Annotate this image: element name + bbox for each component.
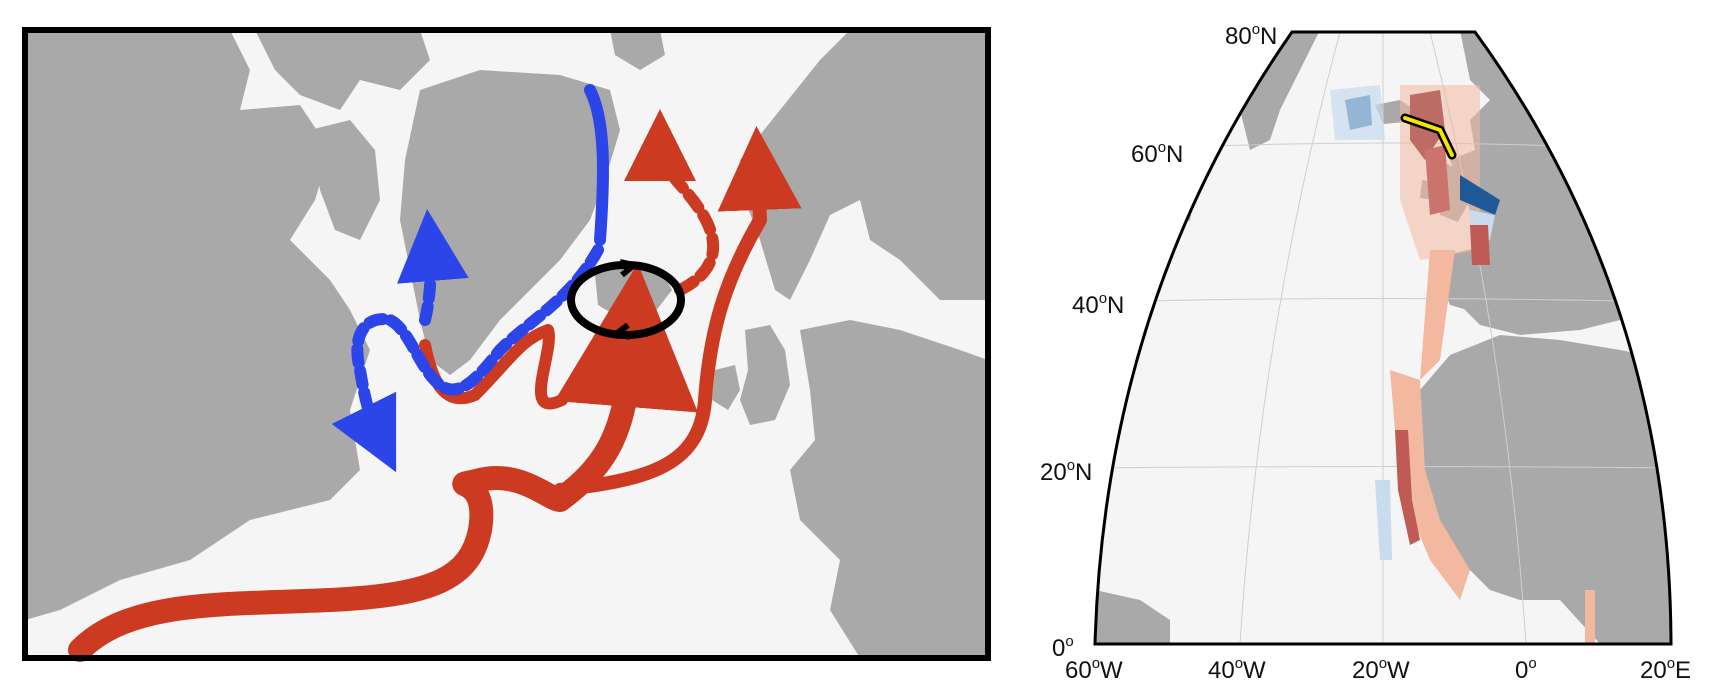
- pos-strip-gulf: [1585, 590, 1595, 644]
- baffin-island: [310, 120, 380, 240]
- lon-label-0: 60oW: [1065, 655, 1123, 684]
- section-line: [1400, 113, 1457, 160]
- pos-strip-africa-strong: [1395, 430, 1420, 545]
- arctic-islands: [255, 30, 430, 110]
- lat-label-4: 0o: [1052, 633, 1074, 662]
- pos-strip-africa: [1390, 370, 1470, 600]
- latitude-labels: 80oN 60oN 40oN 20oN 0o: [1040, 21, 1277, 662]
- schematic-map-frame: [22, 27, 991, 661]
- anomaly-map-border: [1093, 30, 1673, 646]
- lat-label-0: 80oN: [1225, 21, 1277, 50]
- europe-landmass: [790, 320, 988, 658]
- lat-label-1: 60oN: [1131, 139, 1183, 168]
- cold-current-east-greenland: [584, 84, 609, 246]
- lon-label-4: 20oE: [1640, 655, 1691, 684]
- cold-current-dashed-greenland: [331, 244, 604, 473]
- iberia-land: [1440, 245, 1520, 315]
- british-isles-landmass: [740, 325, 790, 425]
- scandinavia-landmass: [740, 30, 988, 300]
- lat-label-3: 20oN: [1040, 457, 1092, 486]
- schematic-map-panel: [22, 27, 991, 662]
- lon-label-2: 20oW: [1352, 655, 1410, 684]
- lon-label-3: 0o: [1515, 655, 1537, 684]
- svalbard-landmass: [610, 30, 665, 70]
- cold-current-dashed-baffin: [396, 209, 469, 326]
- south-america-land: [1095, 590, 1170, 644]
- warm-current-to-norway: [553, 126, 802, 497]
- lon-label-1: 40oW: [1208, 655, 1266, 684]
- pos-strip-coast: [1420, 250, 1455, 380]
- ireland-landmass: [712, 365, 740, 410]
- africa-land: [1408, 335, 1671, 644]
- north-america-landmass: [25, 30, 370, 620]
- greenland-landmass: [400, 70, 620, 375]
- circulation-arrows-icon: [567, 259, 685, 340]
- anomaly-map-panel: 80oN 60oN 40oN 20oN 0o 60oW 40oW 20oW 0o…: [1040, 21, 1691, 684]
- schematic-land: [25, 30, 988, 658]
- warm-current-dashed: [624, 109, 719, 296]
- anomaly-patches: [1330, 85, 1595, 644]
- pos-patch-light: [1400, 85, 1480, 260]
- neg-strip-africa: [1375, 480, 1392, 560]
- neg-patch-east: [1460, 175, 1500, 215]
- longitude-labels: 60oW 40oW 20oW 0o 20oE: [1065, 655, 1691, 684]
- lat-label-2: 40oN: [1072, 290, 1124, 319]
- currents-layer: [68, 84, 802, 662]
- neg-patch-west-light: [1330, 85, 1385, 140]
- pos-strip-iberia: [1470, 225, 1490, 265]
